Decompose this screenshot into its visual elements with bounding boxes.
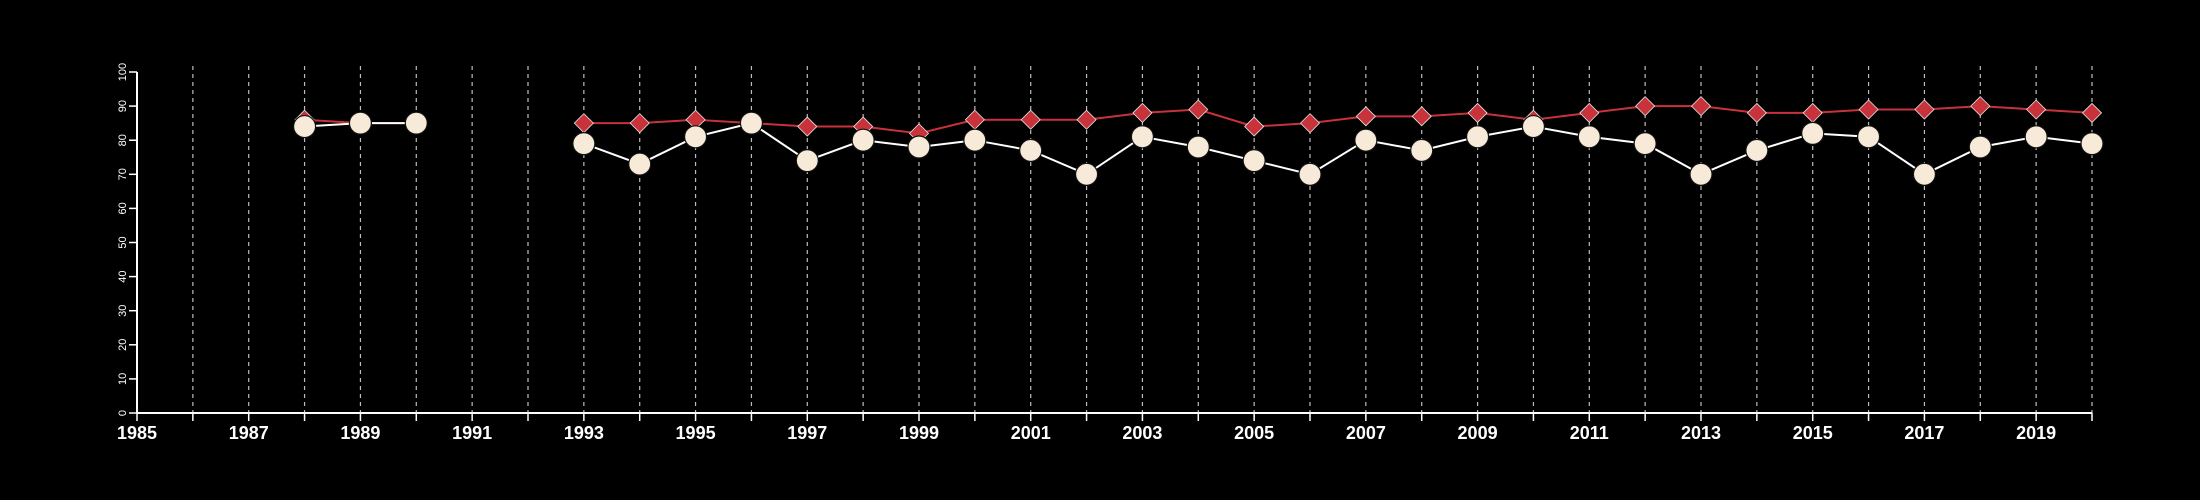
data-point	[1354, 128, 1378, 152]
data-point	[1858, 99, 1879, 120]
data-point	[1914, 99, 1935, 120]
data-point	[404, 111, 428, 135]
x-tick-label: 2005	[1234, 423, 1274, 443]
data-point	[1132, 102, 1153, 123]
y-tick-label: 60	[117, 202, 129, 214]
data-point	[628, 152, 652, 176]
x-tick-label: 1997	[787, 423, 827, 443]
data-point	[739, 111, 764, 135]
x-tick-label: 2001	[1011, 423, 1051, 443]
x-tick-label: 2019	[2016, 423, 2056, 443]
data-point	[2080, 132, 2104, 156]
data-point	[2081, 102, 2103, 123]
data-point	[1912, 162, 1937, 186]
data-point	[1690, 96, 1712, 117]
data-point	[907, 135, 931, 159]
data-point	[1802, 102, 1823, 123]
data-point	[1746, 102, 1767, 123]
y-tick-label: 50	[117, 236, 129, 248]
data-point	[1019, 138, 1043, 163]
x-tick-label: 2013	[1681, 423, 1721, 443]
y-tick-label: 10	[117, 373, 129, 385]
y-tick-label: 0	[117, 410, 129, 416]
x-tick-label: 1995	[676, 423, 716, 443]
data-point	[1020, 109, 1041, 130]
y-axis: 0 10 20 30 40 50 60 70 80 90 100	[117, 63, 138, 416]
x-tick-label: 1993	[564, 423, 604, 443]
data-point	[851, 128, 875, 152]
y-tick-label: 70	[117, 168, 129, 180]
x-tick-label: 2007	[1346, 423, 1386, 443]
x-tick-label: 2011	[1570, 423, 1609, 443]
x-tick-label: 1999	[899, 423, 939, 443]
x-tick-label: 2003	[1122, 423, 1162, 443]
y-tick-label: 20	[117, 339, 129, 351]
data-point	[1188, 99, 1209, 120]
y-tick-label: 30	[117, 305, 129, 317]
data-point	[1633, 132, 1657, 156]
x-tick-label: 1987	[229, 423, 269, 443]
data-point	[1298, 162, 1322, 186]
data-point	[1411, 106, 1432, 127]
data-point	[1186, 135, 1210, 159]
data-point	[1970, 96, 1991, 117]
data-point	[1689, 162, 1713, 186]
y-tick-label: 80	[117, 134, 129, 146]
data-point	[573, 113, 594, 134]
data-point	[1635, 96, 1656, 117]
data-point	[1521, 114, 1546, 139]
data-point	[1076, 109, 1097, 130]
data-point	[629, 113, 650, 134]
data-point	[2026, 99, 2047, 120]
data-point	[797, 116, 818, 137]
data-point	[2024, 125, 2048, 149]
y-tick-label: 100	[117, 63, 129, 81]
data-point	[1355, 106, 1376, 127]
data-point	[1242, 149, 1266, 173]
data-point	[1745, 138, 1769, 163]
x-tick-label: 1985	[117, 423, 157, 443]
data-point	[1130, 125, 1155, 149]
x-tick-label: 1991	[452, 423, 492, 443]
series-line	[583, 105, 2093, 135]
x-tick-label: 2009	[1458, 423, 1498, 443]
data-point	[1244, 116, 1265, 137]
data-point	[1299, 113, 1321, 134]
data-point	[1465, 125, 1490, 149]
y-tick-label: 90	[117, 100, 129, 112]
data-point	[795, 149, 819, 173]
data-point	[1856, 125, 1881, 149]
series-2	[292, 111, 2104, 186]
x-tick-label: 2017	[1904, 423, 1944, 443]
y-tick-label: 40	[117, 270, 129, 282]
data-point	[964, 109, 985, 130]
x-tick-label: 2015	[1793, 423, 1833, 443]
data-point	[1467, 102, 1488, 123]
data-point	[1577, 125, 1601, 149]
data-point	[292, 114, 317, 139]
x-tick-label: 1989	[340, 423, 380, 443]
data-point	[1579, 102, 1600, 123]
data-point	[683, 125, 708, 149]
series-line	[583, 122, 2093, 176]
data-point	[572, 132, 596, 156]
data-point	[1074, 162, 1099, 186]
data-point	[1410, 138, 1434, 163]
x-axis: 1985 1987 1989 1991 1993 1995 1997 1999 2001 2003…	[117, 412, 2093, 443]
data-point	[963, 128, 987, 152]
data-point	[1801, 121, 1825, 145]
data-point	[348, 111, 373, 135]
data-point	[1968, 135, 1992, 159]
series-layer	[292, 96, 2104, 186]
